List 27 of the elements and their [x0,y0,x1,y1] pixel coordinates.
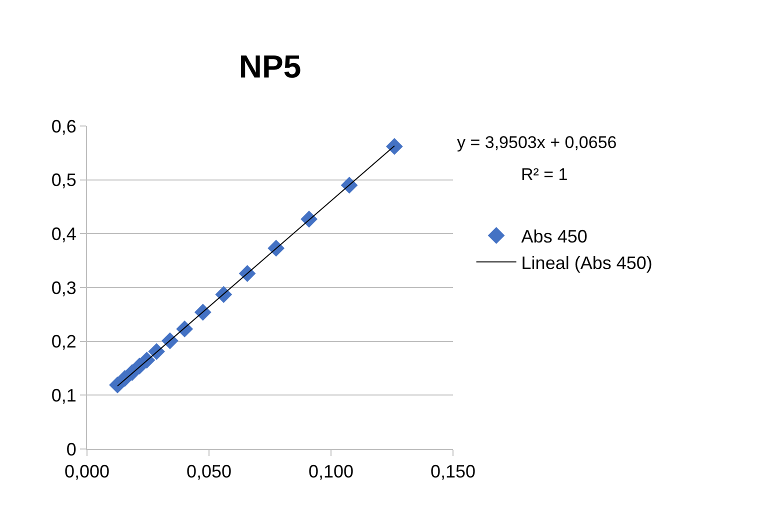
point [148,343,165,360]
point [194,304,212,321]
y-tick-label: 0,2 [51,332,76,352]
x-tick-label: 0,050 [186,462,232,482]
text: R² = 1 [521,165,568,184]
y-tick-label: 0,6 [51,116,76,136]
chart-title: NP5 [238,48,302,84]
y-tick-label: 0,3 [51,278,76,298]
point [238,265,256,282]
y-tick-label: 0,4 [51,224,76,244]
point [162,332,178,350]
y-tick-label: 0,5 [51,170,76,190]
point [176,320,194,338]
y-tick-label: 0 [66,439,76,460]
point [268,240,285,257]
point [386,138,403,155]
point [138,352,156,369]
y-tick-label: 0,1 [51,385,76,406]
legend-label: Lineal (Abs 450) [521,252,652,273]
text: y = 3,9503x + 0,0656 [457,133,617,152]
point [215,286,232,303]
x-tick-label: 0,150 [430,462,476,482]
point [300,210,318,228]
x-tick-label: 0,100 [308,462,354,482]
x-tick-label: 0,000 [64,462,110,482]
point [340,176,358,194]
legend-label: Abs 450 [521,226,588,246]
